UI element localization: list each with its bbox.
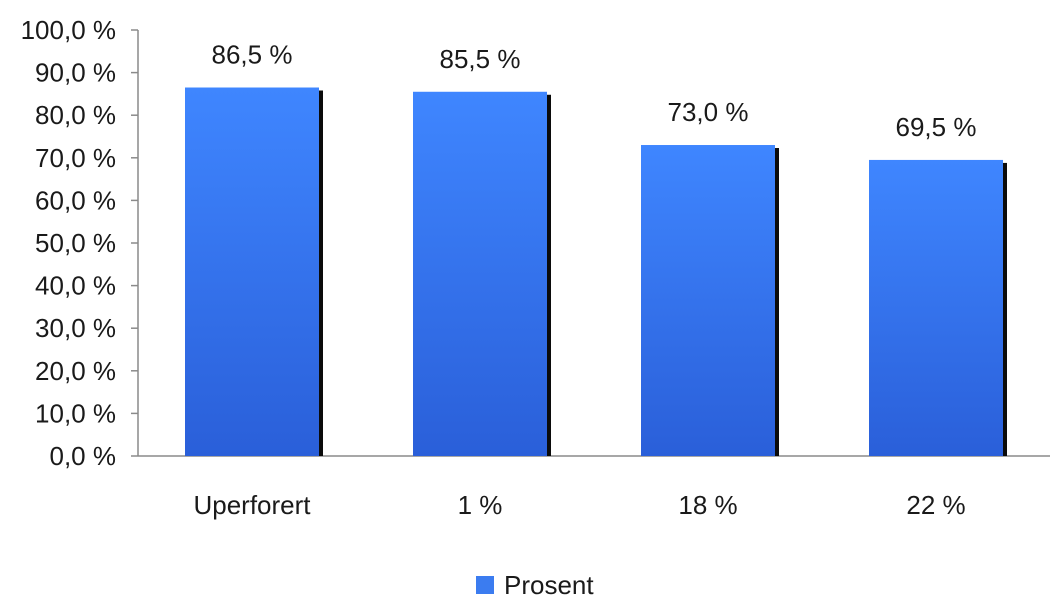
y-tick-label: 100,0 % xyxy=(21,15,116,45)
y-tick-label: 80,0 % xyxy=(35,100,116,130)
x-tick-label: Uperforert xyxy=(193,490,311,520)
bar xyxy=(413,91,547,457)
bar-shadow xyxy=(775,148,779,456)
y-tick-label: 90,0 % xyxy=(35,58,116,88)
bar xyxy=(869,159,1003,456)
y-tick-label: 30,0 % xyxy=(35,313,116,343)
y-tick-label: 0,0 % xyxy=(50,441,117,471)
bar-shadow xyxy=(1003,162,1007,456)
y-tick-label: 10,0 % xyxy=(35,398,116,428)
data-label: 73,0 % xyxy=(668,97,749,127)
data-label: 69,5 % xyxy=(896,112,977,142)
bars xyxy=(185,87,1007,457)
bar xyxy=(185,87,319,456)
legend-label: Prosent xyxy=(504,570,594,600)
labels: 86,5 % Uperforert 85,5 % 1 % 73,0 % 18 % 69,5 … xyxy=(193,40,976,520)
bar-shadow xyxy=(547,94,551,457)
y-tick-label: 70,0 % xyxy=(35,143,116,173)
data-label: 85,5 % xyxy=(440,44,521,74)
x-tick-label: 22 % xyxy=(906,490,965,520)
legend: Prosent xyxy=(476,570,594,600)
bar xyxy=(641,145,775,456)
data-label: 86,5 % xyxy=(212,40,293,70)
y-tick-label: 40,0 % xyxy=(35,271,116,301)
y-tick-label: 60,0 % xyxy=(35,185,116,215)
x-tick-label: 1 % xyxy=(458,490,503,520)
x-tick-label: 18 % xyxy=(678,490,737,520)
axes: 0,0 % 10,0 % 20,0 % 30,0 % 40,0 % 50,0 % 60,0 … xyxy=(21,15,1050,471)
legend-swatch xyxy=(476,576,494,594)
bar-shadow xyxy=(319,90,323,456)
y-tick-label: 50,0 % xyxy=(35,228,116,258)
y-tick-label: 20,0 % xyxy=(35,356,116,386)
